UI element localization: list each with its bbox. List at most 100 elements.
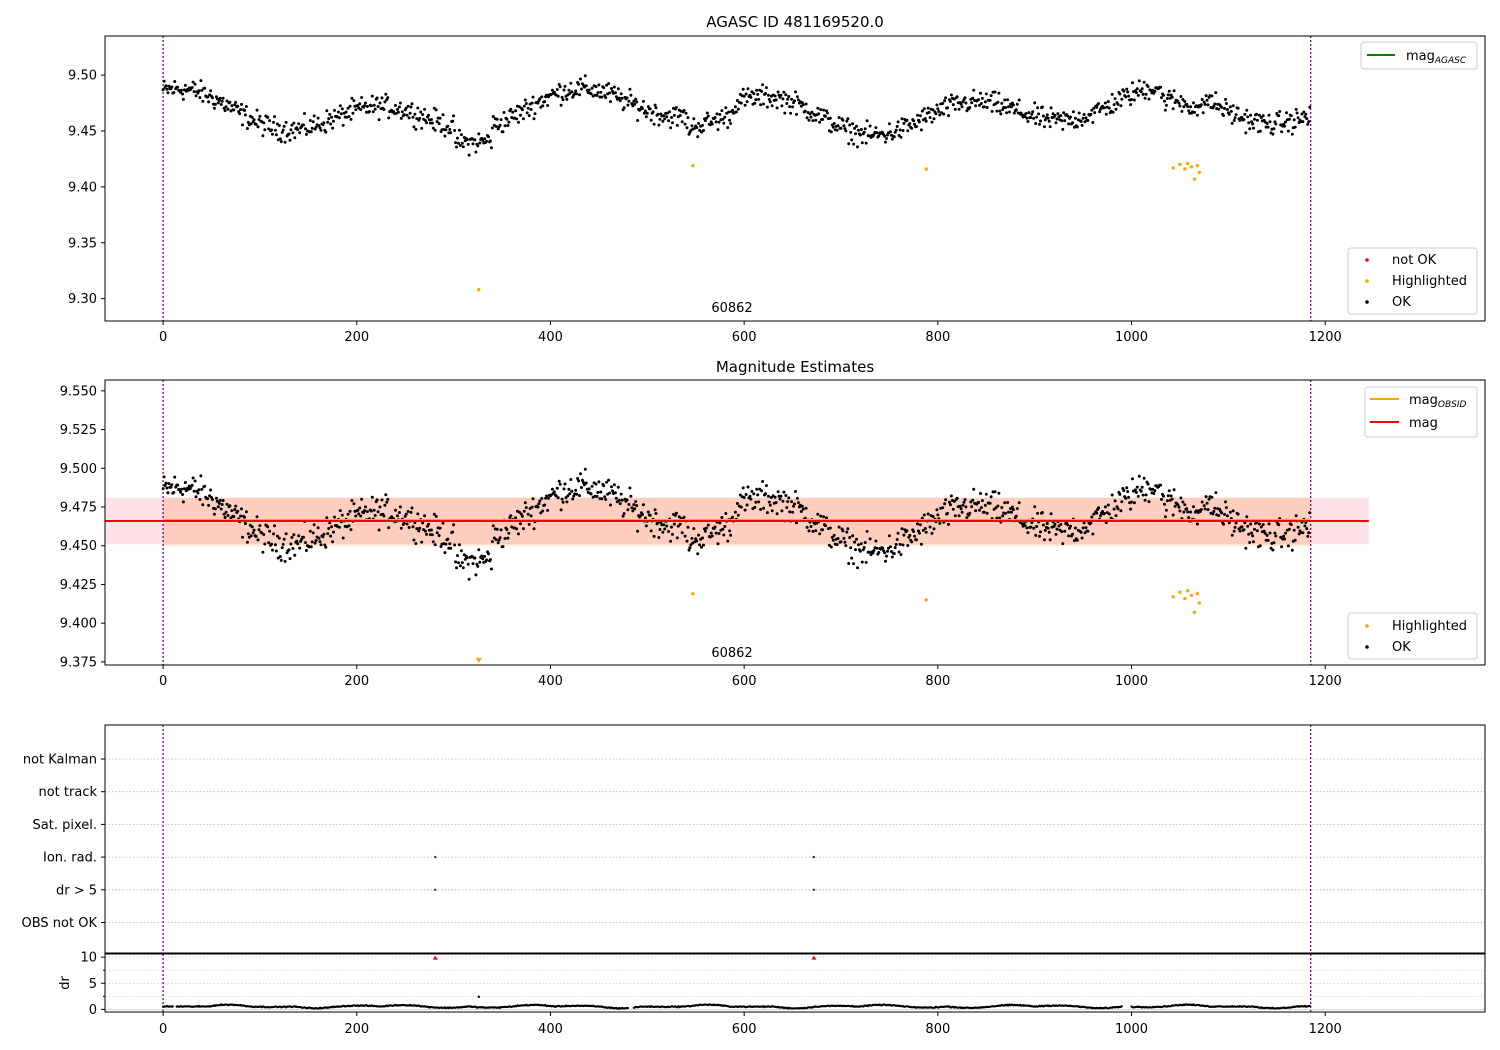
ok-point [613, 91, 617, 95]
ok-point [465, 138, 469, 142]
ok-point [520, 514, 524, 518]
ok-point [900, 117, 904, 121]
ok-point [948, 503, 952, 507]
ok-point [263, 128, 267, 132]
ok-point [1160, 96, 1163, 100]
ok-point [749, 95, 753, 99]
ok-point [742, 94, 746, 98]
ok-point [901, 543, 905, 547]
ok-point [532, 527, 536, 531]
ok-point [936, 107, 940, 111]
ok-point [997, 91, 1001, 95]
ok-point [951, 507, 955, 511]
ok-point [566, 494, 570, 498]
ok-point [608, 91, 611, 95]
ok-point [501, 545, 505, 549]
ok-point [584, 84, 588, 88]
ok-point [908, 533, 912, 537]
ok-point [427, 522, 430, 526]
ok-point [216, 505, 220, 509]
ok-point [937, 110, 941, 113]
ok-point [942, 112, 946, 116]
x-tick-label: 1200 [1309, 330, 1342, 345]
ok-point [429, 528, 433, 532]
ok-point [326, 120, 330, 124]
ok-point [407, 526, 411, 529]
ok-point [760, 489, 764, 493]
ok-point [854, 132, 857, 136]
ok-point [317, 124, 321, 128]
ok-point [1120, 97, 1124, 101]
ok-point [274, 133, 278, 137]
ok-point [555, 88, 559, 91]
ok-point [695, 539, 699, 543]
ok-point [610, 485, 613, 489]
ok-point [849, 130, 853, 134]
y-tick-label: 9.425 [60, 578, 97, 593]
ok-point [402, 113, 406, 117]
ok-point [295, 539, 299, 543]
ok-point [775, 512, 779, 516]
ok-point [561, 98, 565, 102]
ok-point [1134, 91, 1138, 95]
ok-point [241, 123, 244, 127]
ok-point [641, 99, 645, 103]
ok-point [333, 108, 336, 112]
ok-point [398, 505, 402, 509]
ok-point [963, 96, 967, 100]
ok-point [667, 119, 671, 123]
ok-point [789, 111, 793, 115]
ok-point [1189, 510, 1193, 514]
ok-point [605, 480, 609, 484]
ok-point [429, 118, 433, 122]
ok-point [744, 493, 748, 496]
highlighted-point [924, 167, 928, 171]
ok-point [351, 111, 355, 115]
ok-point [1090, 515, 1094, 519]
ok-point [545, 494, 549, 498]
ok-point [418, 116, 422, 120]
ok-point [972, 88, 976, 92]
ok-point [1084, 116, 1088, 120]
ok-point [938, 113, 942, 117]
ok-point [363, 509, 366, 513]
ok-point [1308, 511, 1312, 515]
ok-point [816, 512, 820, 516]
ok-point [170, 483, 174, 487]
ok-point [793, 502, 796, 506]
ok-point [219, 507, 223, 511]
ok-point [473, 556, 477, 560]
ok-point [446, 537, 450, 541]
x-tick-label: 600 [732, 330, 757, 345]
ok-point [803, 516, 807, 520]
ok-point [449, 131, 453, 135]
x-tick-label: 600 [732, 1022, 757, 1037]
ok-point [370, 94, 374, 98]
ok-point [736, 107, 740, 111]
ok-point [1242, 528, 1246, 532]
ok-point [828, 526, 832, 530]
ok-point [310, 540, 314, 544]
ok-point [289, 128, 293, 132]
ok-point [211, 498, 214, 501]
ok-point [1114, 514, 1118, 518]
ok-point [753, 101, 757, 105]
ok-point [642, 111, 646, 115]
ok-point [1136, 494, 1140, 498]
ok-point [390, 515, 394, 519]
ok-point [521, 117, 525, 121]
highlighted-point [1183, 167, 1187, 171]
ok-point [523, 98, 527, 102]
ok-point [1103, 505, 1107, 509]
ok-point [671, 532, 674, 536]
ok-point [206, 95, 210, 99]
ok-point [1244, 131, 1248, 135]
ok-point [739, 505, 743, 509]
ok-point [1007, 105, 1010, 109]
ok-point [687, 548, 691, 552]
ok-point [750, 489, 754, 493]
ok-point [350, 499, 354, 502]
ok-point [1047, 530, 1051, 534]
ok-point [1303, 115, 1307, 119]
